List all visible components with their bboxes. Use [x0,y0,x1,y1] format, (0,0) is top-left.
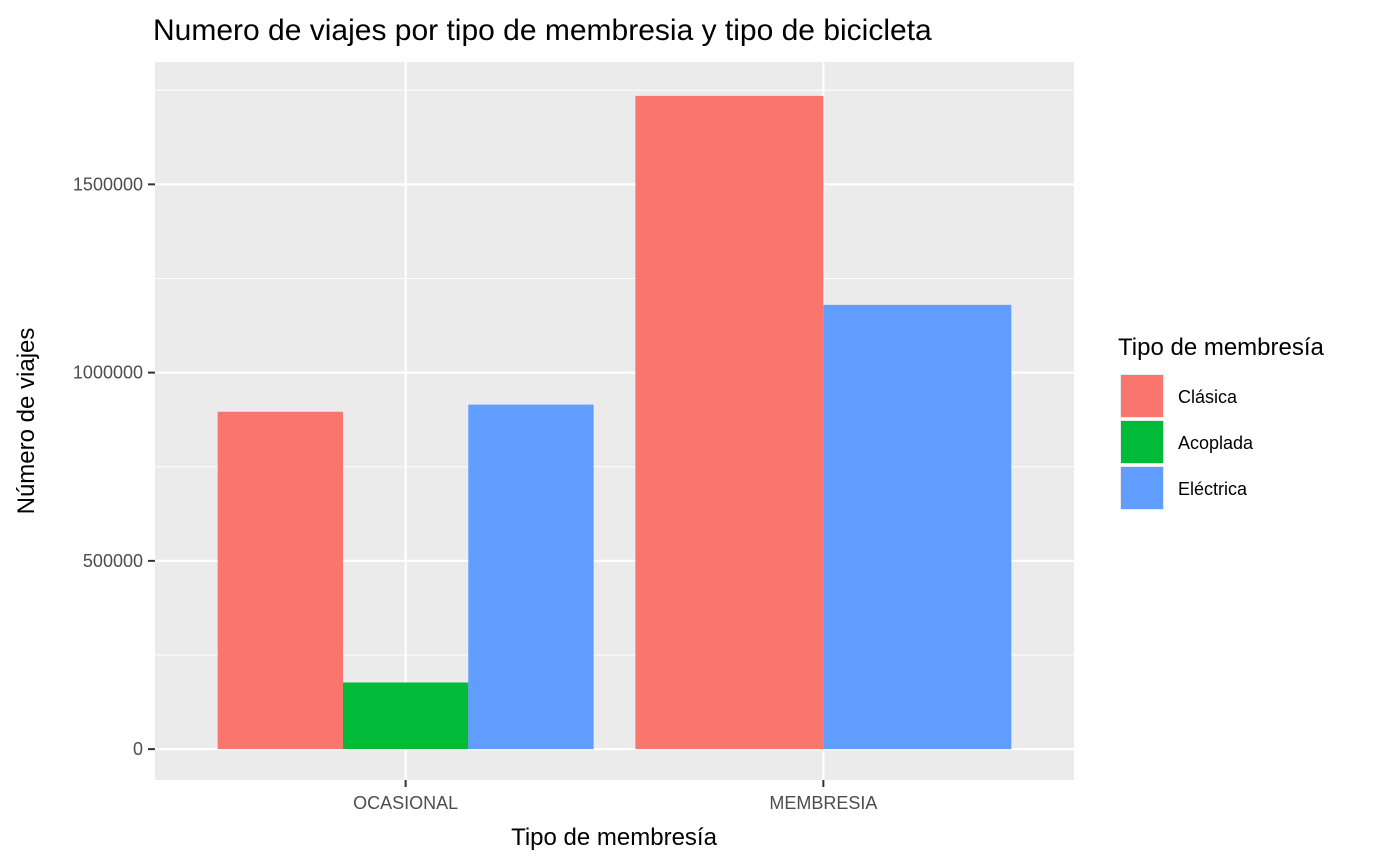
x-axis: OCASIONAL MEMBRESIA [353,780,877,813]
legend-label: Eléctrica [1178,479,1248,499]
bar [468,404,594,750]
legend-key [1121,467,1163,509]
y-tick-label: 500000 [83,551,143,571]
chart-title: Numero de viajes por tipo de membresia y… [153,14,932,47]
legend-title: Tipo de membresía [1118,334,1325,361]
legend-key [1121,421,1163,463]
legend-label: Clásica [1178,387,1238,407]
y-tick-label: 1000000 [73,363,143,383]
bar [217,411,343,750]
y-tick-label: 1500000 [73,174,143,194]
legend-key [1121,375,1163,417]
y-tick-label: 0 [133,739,143,759]
x-axis-title: Tipo de membresía [511,824,718,851]
bars [217,95,1012,750]
bar [342,682,469,750]
legend-items: Clásica Acoplada Eléctrica [1120,374,1254,510]
x-tick-label: MEMBRESIA [769,793,877,813]
legend: Tipo de membresía Clásica Acoplada Eléctri… [1118,334,1325,510]
y-axis-title: Número de viajes [13,328,40,515]
legend-label: Acoplada [1178,433,1254,453]
x-tick-label: OCASIONAL [353,793,458,813]
y-axis: 0 500000 1000000 1500000 [73,174,155,759]
bar [635,95,824,750]
bar [823,304,1012,750]
